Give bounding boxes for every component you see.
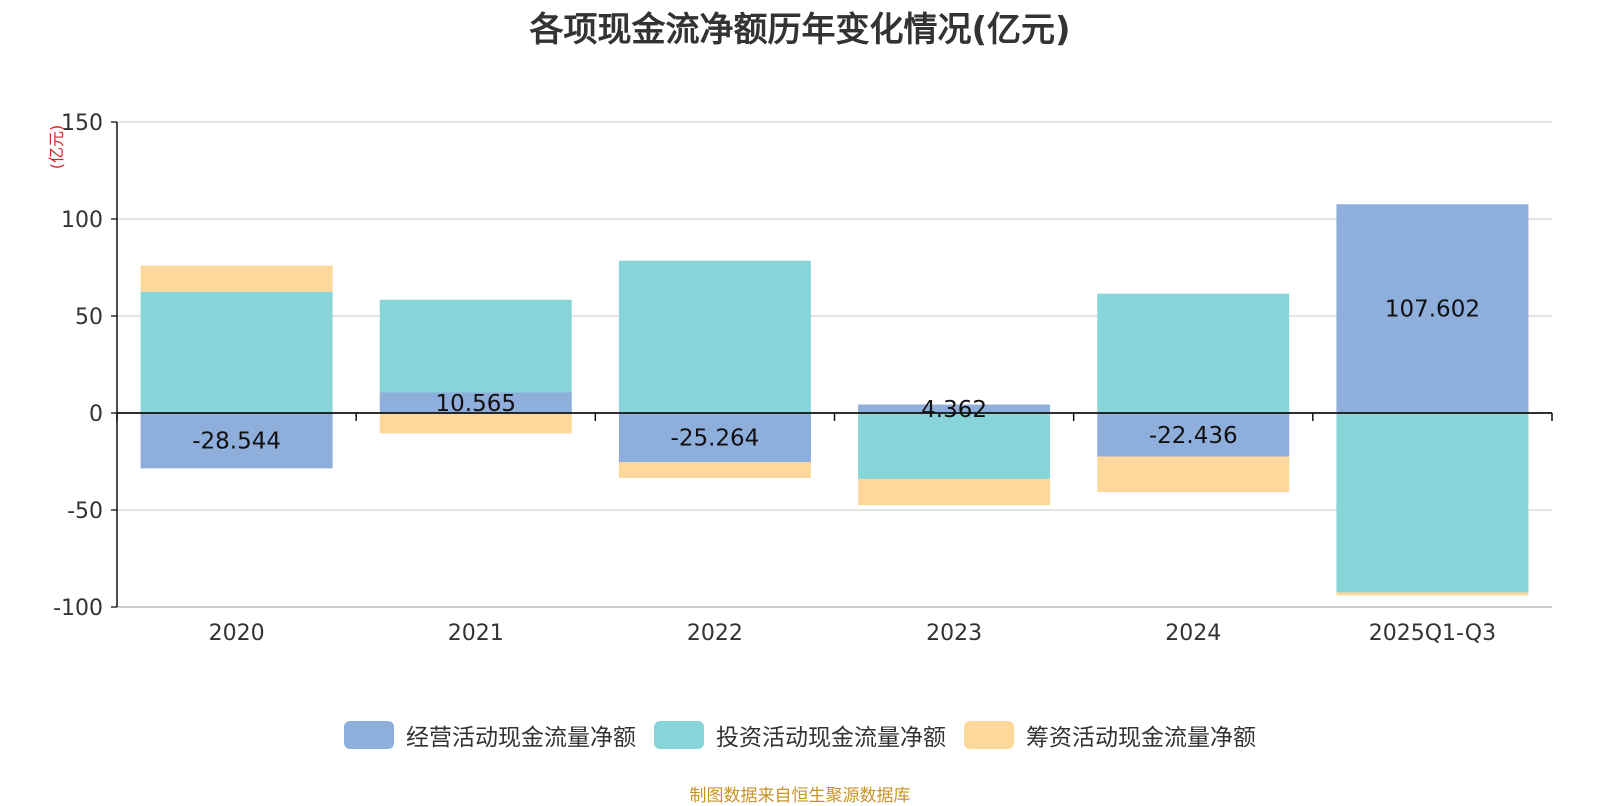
x-tick-label-4: 2024 <box>1165 621 1221 646</box>
bar-financing-3 <box>858 478 1051 506</box>
y-tick-label-5: 150 <box>61 111 103 136</box>
source-note: 制图数据来自恒生聚源数据库 <box>689 786 911 806</box>
bar-operating-4 <box>1097 413 1290 457</box>
data-label-operating-5: 107.602 <box>1385 297 1480 323</box>
x-tick-label-1: 2021 <box>448 621 504 646</box>
bar-financing-0 <box>140 265 333 292</box>
bar-financing-1 <box>379 413 572 434</box>
data-label-operating-1: 10.565 <box>436 391 516 417</box>
y-tick-label-2: 0 <box>89 402 103 427</box>
axis-layer: -100 -50 0 50 100 150(亿元) 2020 2021 2022 2023 2024… <box>47 111 1553 646</box>
data-label-operating-3: 4.362 <box>921 397 987 423</box>
x-tick-label-3: 2023 <box>926 621 982 646</box>
chart-title: 各项现金流净额历年变化情况(亿元) <box>529 10 1071 50</box>
x-tick-label-2: 2022 <box>687 621 743 646</box>
legend-item-operating[interactable]: 经营活动现金流量净额 <box>344 718 636 752</box>
label-layer: -28.544 10.565 -25.264 4.362 -22.436 107.602 <box>192 297 1480 455</box>
y-tick-label-3: 50 <box>75 305 103 330</box>
legend-swatch-financing <box>964 721 1014 749</box>
y-axis-label: (亿元) <box>47 125 66 170</box>
y-tick-label-4: 100 <box>61 208 103 233</box>
bar-operating-1 <box>379 392 572 413</box>
data-label-operating-4: -22.436 <box>1149 423 1238 449</box>
bar-investing-4 <box>1097 293 1290 413</box>
bar-investing-3 <box>858 413 1051 479</box>
bar-investing-0 <box>140 291 333 413</box>
x-tick-label-0: 2020 <box>209 621 265 646</box>
bar-financing-5 <box>1336 592 1529 596</box>
bar-operating-2 <box>618 413 811 463</box>
legend-label-investing: 投资活动现金流量净额 <box>716 725 946 751</box>
bar-operating-5 <box>1336 204 1529 413</box>
legend-label-operating: 经营活动现金流量净额 <box>406 725 636 751</box>
legend: 经营活动现金流量净额 投资活动现金流量净额 筹资活动现金流量净额 <box>0 718 1600 752</box>
data-label-operating-2: -25.264 <box>671 426 760 452</box>
bar-operating-3 <box>858 404 1051 413</box>
x-tick-label-5: 2025Q1-Q3 <box>1369 621 1496 646</box>
y-tick-label-0: -100 <box>53 596 103 621</box>
bar-financing-4 <box>1097 456 1290 493</box>
bar-operating-0 <box>140 413 333 469</box>
bar-investing-1 <box>379 299 572 393</box>
bar-financing-2 <box>618 462 811 478</box>
legend-swatch-investing <box>654 721 704 749</box>
bar-investing-2 <box>618 260 811 413</box>
y-tick-label-1: -50 <box>67 499 103 524</box>
bar-investing-5 <box>1336 413 1529 593</box>
legend-swatch-operating <box>344 721 394 749</box>
legend-item-investing[interactable]: 投资活动现金流量净额 <box>654 718 946 752</box>
legend-item-financing[interactable]: 筹资活动现金流量净额 <box>964 718 1256 752</box>
bar-layer <box>140 204 1529 596</box>
data-label-operating-0: -28.544 <box>192 429 281 455</box>
legend-label-financing: 筹资活动现金流量净额 <box>1026 725 1256 751</box>
